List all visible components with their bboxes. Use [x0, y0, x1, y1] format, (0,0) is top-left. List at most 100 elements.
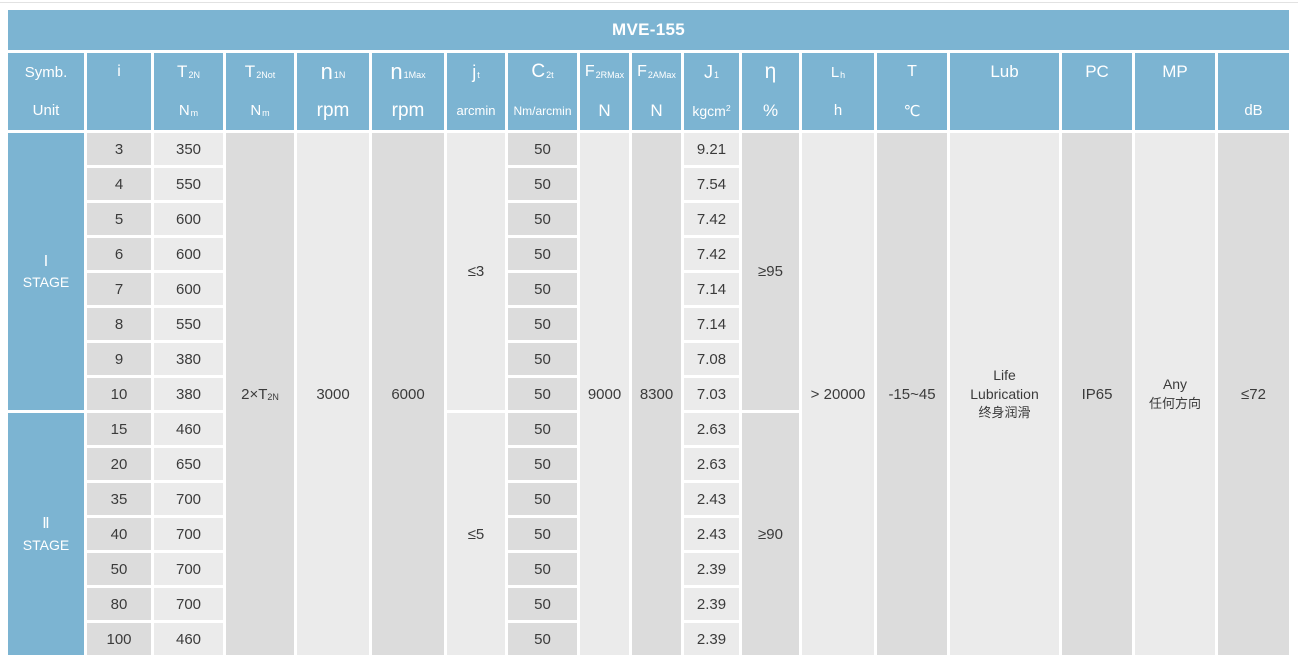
header-unit-n1n: rpm [297, 92, 369, 131]
text-stages-0-rows-7-t2n: 380 [175, 385, 202, 403]
text-header-columns-3-unit: rpm [316, 99, 350, 121]
cell-j1: 2.39 [684, 623, 739, 655]
text-header-columns-8-sym: F [637, 63, 647, 81]
text-header-columns-6-unit: Nm/arcmin [513, 103, 572, 118]
text-stages-0-rows-3-t2n: 600 [175, 245, 202, 263]
text-header-columns-2-unit_sub: m [262, 108, 270, 119]
text-header-columns-12-sym: T [907, 63, 917, 81]
header-col-db: dB [1218, 53, 1289, 130]
cell-mp-line0: Any [1163, 375, 1187, 394]
header-unit-n1max: rpm [372, 92, 444, 131]
header-col-eta: η% [742, 53, 799, 130]
text-header-columns-11-sym_sub: h [840, 69, 846, 80]
cell-c2t: 50 [508, 623, 577, 655]
cell-t2n: 600 [154, 203, 223, 235]
cell-c2t: 50 [508, 448, 577, 480]
cell-t2n: 600 [154, 238, 223, 270]
header-col-c2t: C 2t Nm/arcmin [508, 53, 577, 130]
cell-lub-line1: Lubrication [970, 385, 1039, 404]
header-col-i: i [87, 53, 151, 130]
text-stages-1-rows-0-i: 15 [110, 420, 128, 438]
text-stages-0-rows-5-c2t: 50 [534, 315, 551, 333]
header-col-f2amax: F 2AMax N [632, 53, 681, 130]
text-header-columns-15-sym: MP [1162, 62, 1188, 82]
text-header-columns-4-sym_sub: 1Max [403, 69, 426, 80]
text-stages-0-rows-0-t2n: 350 [175, 140, 202, 158]
header-unit-line: Unit [8, 92, 84, 131]
cell-c2t: 50 [508, 273, 577, 305]
text-stages-0-rows-4-j1: 7.14 [696, 280, 727, 298]
stage-word: STAGE [23, 535, 69, 556]
stage-numeral: Ⅰ [44, 250, 48, 273]
text-stages-0-numeral: Ⅰ [43, 251, 49, 270]
text-stages-1-rows-0-j1: 2.63 [696, 420, 727, 438]
text-header-columns-10-unit: % [762, 100, 779, 120]
header-sym-db [1218, 53, 1289, 92]
cell-c2t: 50 [508, 238, 577, 270]
text-header-columns-9-unit: kgcm [692, 102, 726, 119]
header-unit-db: dB [1218, 92, 1289, 131]
cell-c2t: 50 [508, 203, 577, 235]
cell-t2n: 600 [154, 273, 223, 305]
text-merged-t: -15~45 [888, 385, 936, 403]
header-col-jt: j t arcmin [447, 53, 505, 130]
text-stages-1-rows-0-t2n: 460 [175, 420, 202, 438]
cell-j1: 7.54 [684, 168, 739, 200]
header-col-n1n: n 1N rpm [297, 53, 369, 130]
text-header-columns-12-unit: ℃ [903, 102, 921, 120]
text-stages-1-rows-2-c2t: 50 [534, 490, 551, 508]
cell-lub-line0: Life [993, 366, 1016, 385]
header-unit-j1: kgcm 2 [684, 92, 739, 131]
cell-ratio: 7 [87, 273, 151, 305]
text-header-columns-1-sym: T [177, 62, 188, 82]
text-stages-1-rows-3-t2n: 700 [175, 525, 202, 543]
stage-word: STAGE [23, 272, 69, 293]
header-col-t: T ℃ [877, 53, 947, 130]
stage-label-1: Ⅰ STAGE [8, 133, 84, 410]
text-header-columns-1-unit: N [178, 102, 190, 120]
cell-t2n: 550 [154, 168, 223, 200]
cell-j1: 2.63 [684, 413, 739, 445]
text-stages-1-rows-4-j1: 2.39 [696, 560, 727, 578]
text-header-columns-3-sym: n [320, 59, 333, 85]
text-header-columns-5-sym_sub: t [477, 69, 480, 80]
text-stages-1-rows-5-j1: 2.39 [696, 595, 727, 613]
cell-c2t: 50 [508, 588, 577, 620]
cell-mp: Any 任何方向 [1135, 133, 1215, 655]
text-stages-1-rows-0-c2t: 50 [534, 420, 551, 438]
text-stages-1-rows-3-c2t: 50 [534, 525, 551, 543]
text-stages-1-rows-5-c2t: 50 [534, 595, 551, 613]
cell-ratio: 80 [87, 588, 151, 620]
text-header-columns-10-sym: η [764, 60, 777, 84]
text-stages-0-rows-3-j1: 7.42 [696, 245, 727, 263]
cell-ratio: 9 [87, 343, 151, 375]
text-stages-0-eta: ≥95 [758, 263, 783, 280]
cell-t2n: 650 [154, 448, 223, 480]
cell-c2t: 50 [508, 483, 577, 515]
header-sym-t: T [877, 53, 947, 92]
cell-j1: 7.14 [684, 308, 739, 340]
cell-ratio: 35 [87, 483, 151, 515]
text-stages-0-rows-2-i: 5 [114, 210, 124, 228]
text-header-columns-8-unit: N [650, 100, 663, 120]
text-stages-1-rows-6-c2t: 50 [534, 630, 551, 648]
text-stages-1-numeral: Ⅱ [42, 514, 50, 533]
cell-t: -15~45 [877, 133, 947, 655]
stage-label-2: Ⅱ STAGE [8, 413, 84, 655]
text-stages-0-rows-0-c2t: 50 [534, 140, 551, 158]
cell-t2n: 550 [154, 308, 223, 340]
cell-n1n: 3000 [297, 133, 369, 655]
page-top-divider [0, 2, 1298, 3]
text-stages-0-rows-4-i: 7 [114, 280, 124, 298]
cell-c2t: 50 [508, 518, 577, 550]
header-unit-eta: % [742, 92, 799, 131]
text-header-columns-5-unit: arcmin [456, 103, 496, 119]
text-stages-0-rows-0-j1: 9.21 [696, 140, 727, 158]
text-header-columns-9-unit_sup: 2 [725, 102, 731, 113]
header-col-n1max: n 1Max rpm [372, 53, 444, 130]
header-col-lub: Lub [950, 53, 1059, 130]
text-stages-0-rows-5-i: 8 [114, 315, 124, 333]
